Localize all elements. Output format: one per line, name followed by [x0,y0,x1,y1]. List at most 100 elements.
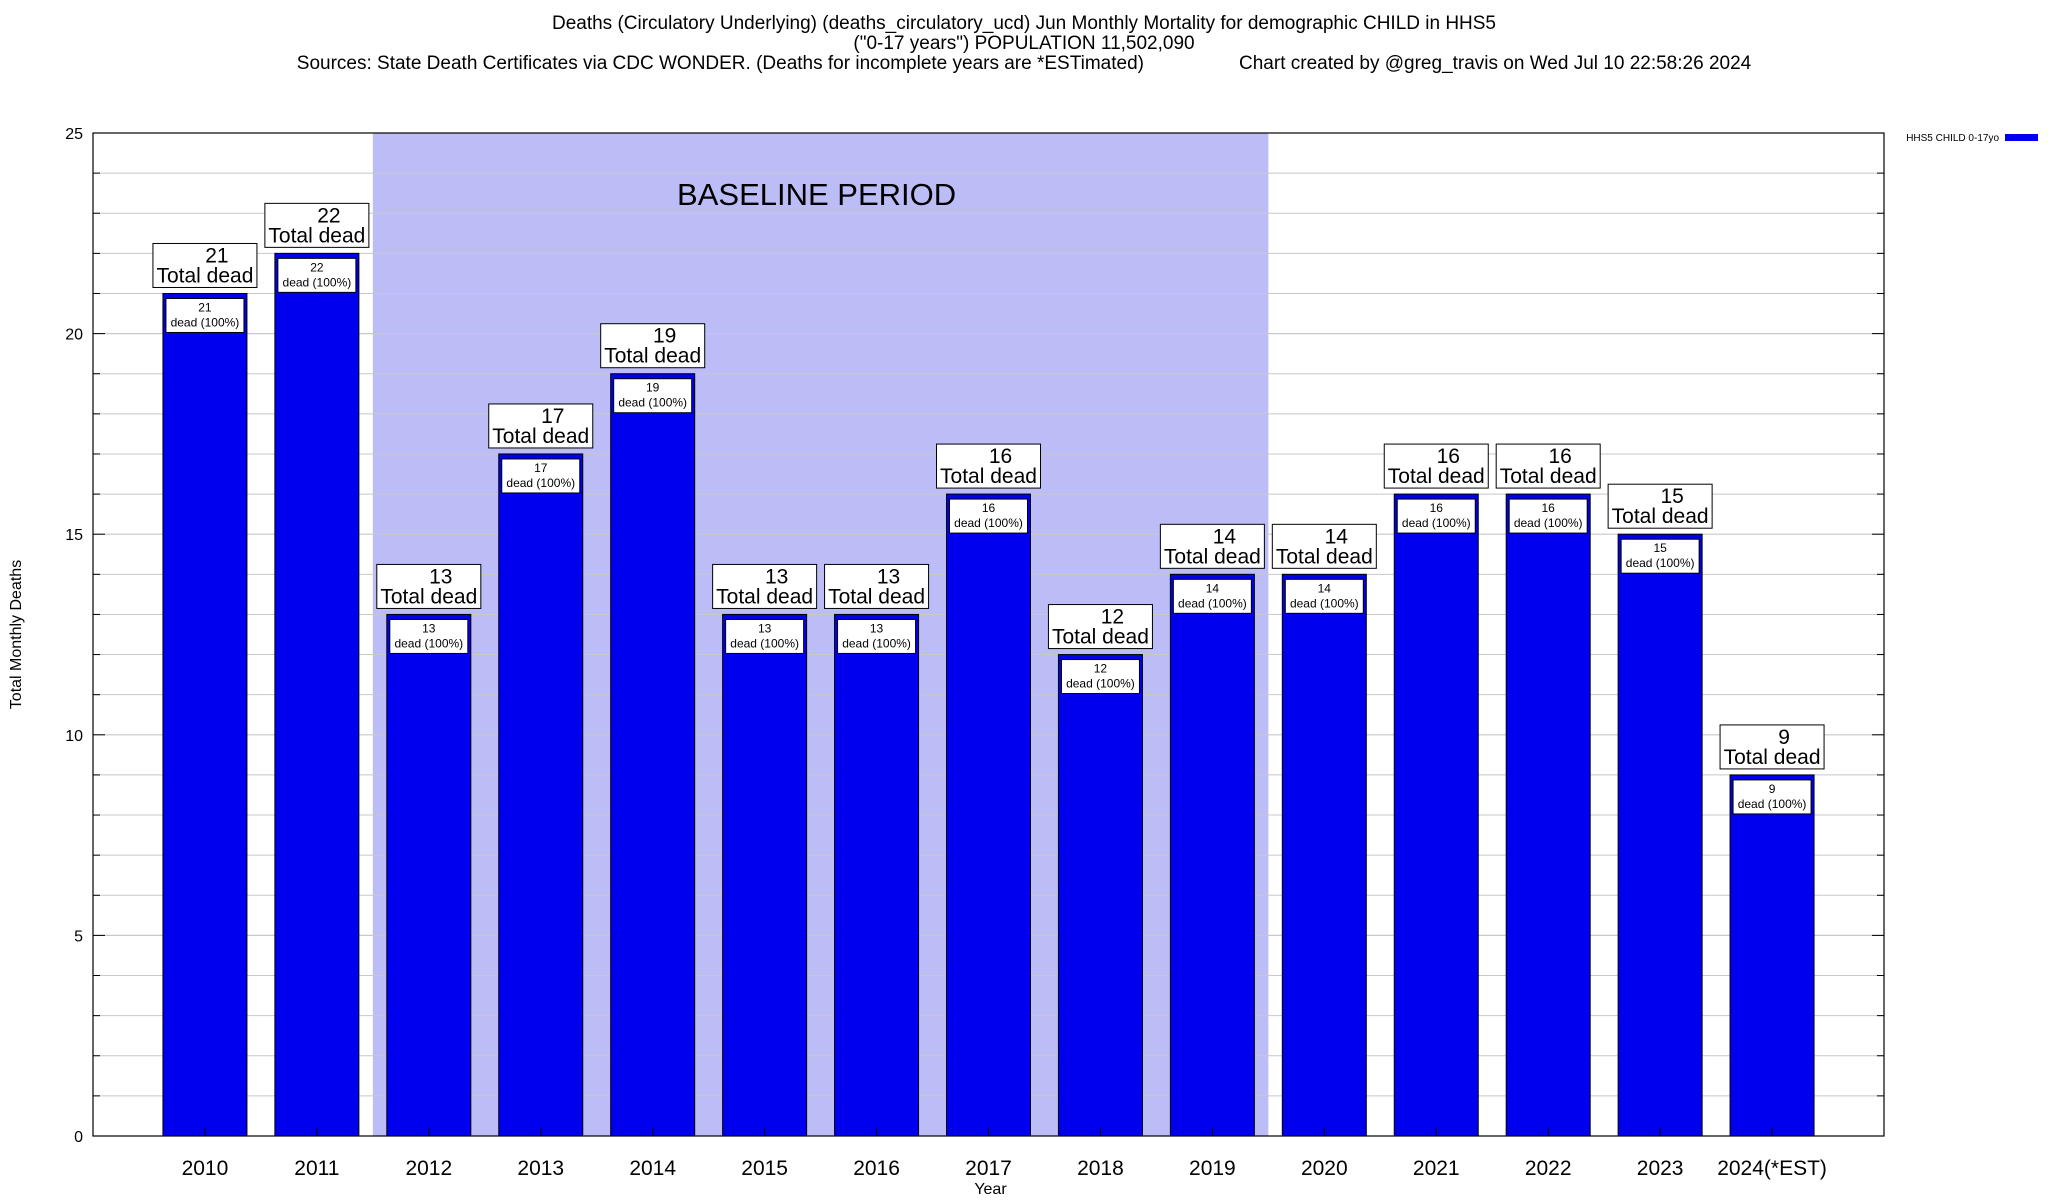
total-label-value: 19 [653,325,676,348]
y-tick-label: 20 [65,327,83,344]
inner-label-value: 13 [758,621,772,635]
inner-label-value: 13 [422,621,436,635]
inner-label-text: dead (100%) [1066,677,1135,691]
total-label-value: 17 [541,405,564,428]
total-label-box [1159,523,1265,569]
x-tick-label: 2018 [1077,1157,1124,1180]
inner-label-value: 13 [870,621,884,635]
bar [946,493,1031,1137]
total-label-box [1719,724,1825,770]
inner-label-box [1060,659,1140,695]
x-tick-label: 2023 [1637,1157,1684,1180]
total-label-text: Total dead [492,425,589,448]
inner-label-box [1284,578,1364,614]
y-tick-label: 15 [65,527,83,544]
x-tick-label: 2016 [853,1157,900,1180]
bar [1617,533,1703,1137]
bar [1281,573,1367,1137]
bar [1729,774,1815,1137]
total-label-value: 12 [1101,606,1124,629]
inner-label-box [613,378,693,414]
total-label-box [152,242,258,288]
inner-label-value: 14 [1318,581,1332,595]
total-label-box [824,563,930,609]
total-label-text: Total dead [380,585,477,608]
inner-label-box [1732,779,1812,815]
x-axis-label: Year [974,1181,1007,1198]
chart-credit: Chart created by @greg_travis on Wed Jul… [1239,53,1752,74]
bar [162,292,248,1137]
inner-label-text: dead (100%) [730,636,799,650]
x-tick-label: 2021 [1413,1157,1460,1180]
inner-label-text: dead (100%) [1626,556,1695,570]
y-tick-label: 5 [74,928,83,945]
total-label-text: Total dead [1164,545,1261,568]
x-tick-label: 2012 [405,1157,452,1180]
total-label-value: 13 [765,565,788,588]
total-label-value: 16 [1437,445,1460,468]
total-label-text: Total dead [1052,626,1149,649]
bar [386,613,472,1137]
inner-label-value: 16 [982,501,996,515]
bar [1169,573,1255,1137]
legend-label: HHS5 CHILD 0-17yo [1906,133,1999,144]
inner-label-text: dead (100%) [283,275,352,289]
chart-subtitle: ("0-17 years") POPULATION 11,502,090 [853,33,1195,54]
inner-label-value: 16 [1542,501,1556,515]
bar [610,373,696,1137]
x-tick-label: 2022 [1525,1157,1572,1180]
x-tick-label: 2013 [517,1157,564,1180]
inner-label-text: dead (100%) [954,516,1023,530]
inner-label-text: dead (100%) [618,396,687,410]
x-tick-label: 2019 [1189,1157,1236,1180]
x-tick-label: 2015 [741,1157,788,1180]
inner-label-value: 21 [198,300,212,314]
total-label-box [936,443,1041,489]
total-label-text: Total dead [1276,545,1373,568]
inner-label-box [1172,578,1252,614]
x-tick-label: 2014 [629,1157,676,1180]
total-label-box [1607,483,1713,529]
inner-label-text: dead (100%) [1738,797,1807,811]
inner-label-value: 9 [1769,782,1776,796]
total-label-box [376,563,482,609]
total-label-value: 21 [205,244,228,267]
baseline-period-label: BASELINE PERIOD [677,177,956,212]
inner-label-text: dead (100%) [1290,596,1359,610]
total-label-value: 15 [1660,485,1683,508]
inner-label-value: 19 [646,381,660,395]
inner-label-box [501,458,581,494]
total-label-box [1047,604,1153,650]
bar [498,453,584,1137]
total-label-box [712,563,818,609]
inner-label-value: 15 [1653,541,1667,555]
total-label-text: Total dead [268,224,365,247]
total-label-text: Total dead [1724,746,1821,769]
x-tick-label: 2017 [965,1157,1012,1180]
x-tick-label: 2011 [294,1157,339,1180]
bar [834,613,920,1137]
total-label-value: 9 [1778,726,1790,749]
axes: 0 5 10 15 20 25 2010 2011 2012 2013 2014 2015 2016 20… [8,126,1885,1198]
chart-sources: Sources: State Death Certificates via CD… [296,53,1144,74]
inner-label-box [389,618,469,654]
inner-label-box [949,498,1028,534]
inner-label-value: 17 [534,461,548,475]
total-label-value: 22 [317,204,340,227]
inner-label-text: dead (100%) [1402,516,1471,530]
total-label-box [1271,523,1377,569]
total-label-value: 14 [1325,525,1349,548]
inner-label-value: 14 [1206,581,1220,595]
total-label-text: Total dead [940,465,1037,488]
inner-label-text: dead (100%) [171,315,240,329]
total-label-box [264,202,370,248]
total-label-text: Total dead [1500,465,1597,488]
total-label-box [488,403,594,449]
chart-header: Deaths (Circulatory Underlying) (deaths_… [0,14,2048,74]
inner-label-box [1396,498,1476,534]
x-tick-label: 2024(*EST) [1717,1157,1827,1180]
inner-label-box [725,618,805,654]
total-label-text: Total dead [604,345,701,368]
